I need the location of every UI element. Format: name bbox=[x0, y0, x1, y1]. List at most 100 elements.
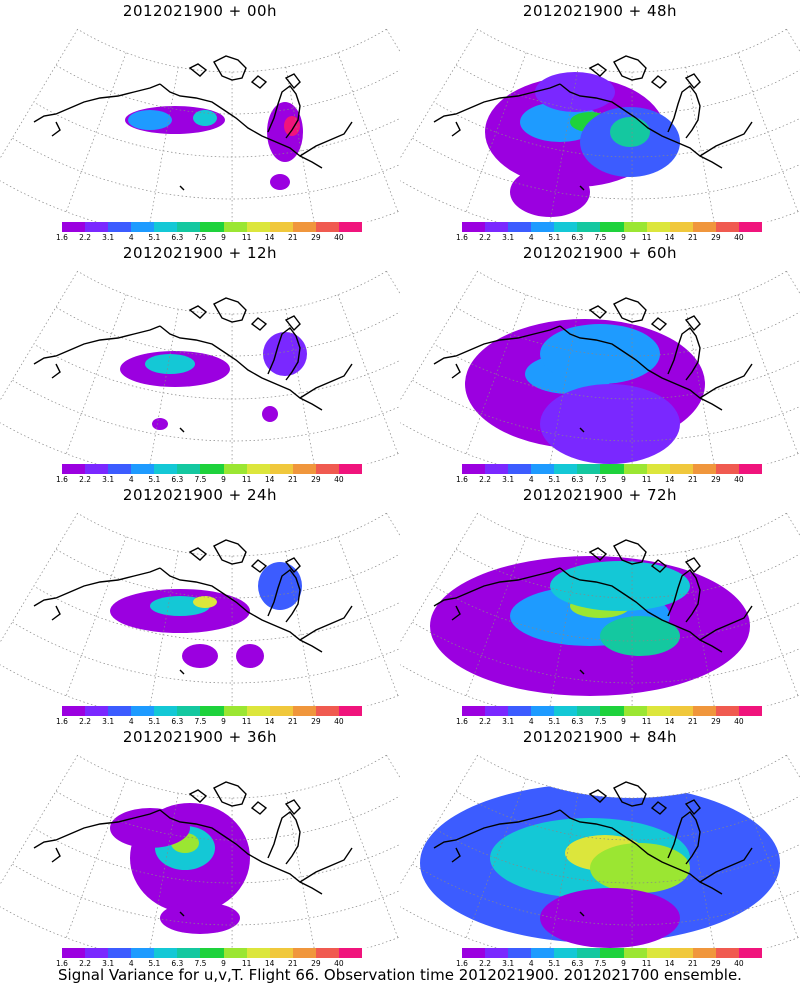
colorbar-label: 21 bbox=[287, 233, 298, 242]
colorbar-swatch bbox=[738, 222, 763, 232]
longitude-line bbox=[0, 513, 78, 644]
coastline-segment bbox=[613, 539, 647, 565]
colorbar-swatch bbox=[85, 948, 109, 958]
coastline-segment bbox=[613, 55, 647, 81]
latitude-line bbox=[455, 306, 800, 357]
coastline-segment bbox=[213, 55, 247, 81]
coastline-segment bbox=[51, 847, 61, 863]
coastline-segment bbox=[579, 669, 585, 675]
colorbar-swatch bbox=[485, 222, 509, 232]
colorbar-swatch bbox=[131, 948, 155, 958]
colorbar-label: 11 bbox=[241, 959, 252, 968]
colorbar-label: 3.1 bbox=[102, 959, 115, 968]
colorbar-label: 9 bbox=[621, 233, 626, 242]
longitude-line bbox=[400, 29, 478, 160]
coastline-segment bbox=[33, 567, 161, 607]
longitude-line bbox=[65, 778, 127, 938]
figure-caption: Signal Variance for u,v,T. Flight 66. Ob… bbox=[58, 966, 742, 984]
longitude-line bbox=[786, 512, 800, 537]
latitude-line bbox=[11, 863, 400, 926]
colorbar bbox=[462, 222, 763, 232]
colorbar-labels: 1.6 2.2 3.1 4 5.1 6.3 7.5 9 11 14 21 29 40 bbox=[452, 959, 772, 969]
colorbar-label: 21 bbox=[287, 959, 298, 968]
colorbar-label: 3.1 bbox=[502, 233, 515, 242]
colorbar-swatch bbox=[623, 222, 647, 232]
coastline-segment bbox=[188, 789, 208, 803]
longitude-line bbox=[285, 67, 315, 222]
colorbar-label: 29 bbox=[711, 475, 721, 484]
colorbar-label: 5.1 bbox=[548, 717, 561, 726]
colorbar-label: 14 bbox=[264, 959, 275, 968]
colorbar-label: 1.6 bbox=[456, 475, 468, 484]
coastline-segment bbox=[579, 185, 585, 191]
latitude-line bbox=[455, 548, 800, 599]
colorbar-label: 2.2 bbox=[79, 233, 92, 242]
coastline-segment bbox=[179, 427, 185, 433]
colorbar-label: 11 bbox=[641, 959, 652, 968]
longitude-line bbox=[465, 52, 527, 212]
map-panel-72h: 2012021900 + 72h 1.6 2.2 3.1 4 5.1 6.3 7.5 9 11 1… bbox=[400, 484, 800, 726]
longitude-line bbox=[337, 778, 399, 938]
colorbar-swatch bbox=[531, 706, 555, 716]
longitude-line bbox=[786, 270, 800, 295]
variance-field bbox=[485, 72, 680, 217]
coastline-segment bbox=[51, 121, 61, 137]
colorbar-labels: 1.6 2.2 3.1 4 5.1 6.3 7.5 9 11 14 21 29 40 bbox=[452, 717, 772, 727]
colorbar-swatch bbox=[485, 948, 509, 958]
latitude-line bbox=[55, 790, 400, 841]
coastline-segment bbox=[159, 325, 323, 411]
colorbar-swatch bbox=[508, 222, 532, 232]
coastline-segment bbox=[159, 809, 323, 895]
colorbar-labels: 1.6 2.2 3.1 4 5.1 6.3 7.5 9 11 14 21 29 40 bbox=[52, 717, 372, 727]
colorbar-label: 9 bbox=[621, 475, 626, 484]
colorbar-swatch bbox=[623, 948, 647, 958]
variance-blob bbox=[270, 174, 290, 190]
longitude-line bbox=[337, 52, 399, 212]
coastline-segment bbox=[51, 605, 61, 621]
coastline-segment bbox=[33, 83, 161, 123]
colorbar-label: 40 bbox=[334, 233, 344, 242]
colorbar-label: 1.6 bbox=[56, 475, 68, 484]
longitude-line bbox=[386, 754, 400, 779]
colorbar-swatch bbox=[715, 948, 739, 958]
colorbar-labels: 1.6 2.2 3.1 4 5.1 6.3 7.5 9 11 14 21 29 40 bbox=[452, 233, 772, 243]
colorbar-swatch bbox=[269, 706, 293, 716]
longitude-line bbox=[786, 28, 800, 53]
panel-title: 2012021900 + 48h bbox=[522, 2, 678, 20]
coastline-segment bbox=[451, 605, 461, 621]
coastline-segment bbox=[579, 911, 585, 917]
colorbar-labels: 1.6 2.2 3.1 4 5.1 6.3 7.5 9 11 14 21 29 40 bbox=[52, 959, 372, 969]
coastline-segment bbox=[588, 305, 608, 319]
coastline-segment bbox=[33, 325, 161, 365]
colorbar-label: 4 bbox=[528, 959, 534, 968]
latitude-line bbox=[411, 379, 800, 442]
colorbar-labels: 1.6 2.2 3.1 4 5.1 6.3 7.5 9 11 14 21 29 40 bbox=[52, 475, 372, 485]
colorbar-swatch bbox=[292, 948, 316, 958]
colorbar-swatch bbox=[108, 706, 132, 716]
latitude-line bbox=[0, 422, 400, 464]
colorbar-swatch bbox=[246, 948, 270, 958]
variance-blob bbox=[193, 110, 217, 126]
variance-blob bbox=[550, 561, 690, 611]
colorbar bbox=[62, 464, 363, 474]
coastline-segment bbox=[179, 185, 185, 191]
colorbar-label: 7.5 bbox=[594, 233, 607, 242]
colorbar-swatch bbox=[669, 222, 693, 232]
longitude-line bbox=[285, 793, 315, 948]
colorbar-swatch bbox=[715, 464, 739, 474]
variance-field bbox=[120, 332, 307, 430]
variance-blob bbox=[236, 644, 264, 668]
colorbar-label: 14 bbox=[664, 959, 675, 968]
colorbar-swatch bbox=[508, 706, 532, 716]
colorbar-label: 1.6 bbox=[56, 717, 68, 726]
colorbar-swatch bbox=[646, 948, 670, 958]
colorbar bbox=[462, 948, 763, 958]
longitude-line bbox=[465, 778, 527, 938]
coastline-segment bbox=[179, 669, 185, 675]
longitude-line bbox=[386, 28, 400, 53]
coastline-segment bbox=[559, 567, 723, 653]
colorbar-swatch bbox=[623, 464, 647, 474]
variance-blob bbox=[540, 888, 680, 948]
coastline-segment bbox=[667, 85, 701, 139]
colorbar-label: 6.3 bbox=[171, 475, 184, 484]
